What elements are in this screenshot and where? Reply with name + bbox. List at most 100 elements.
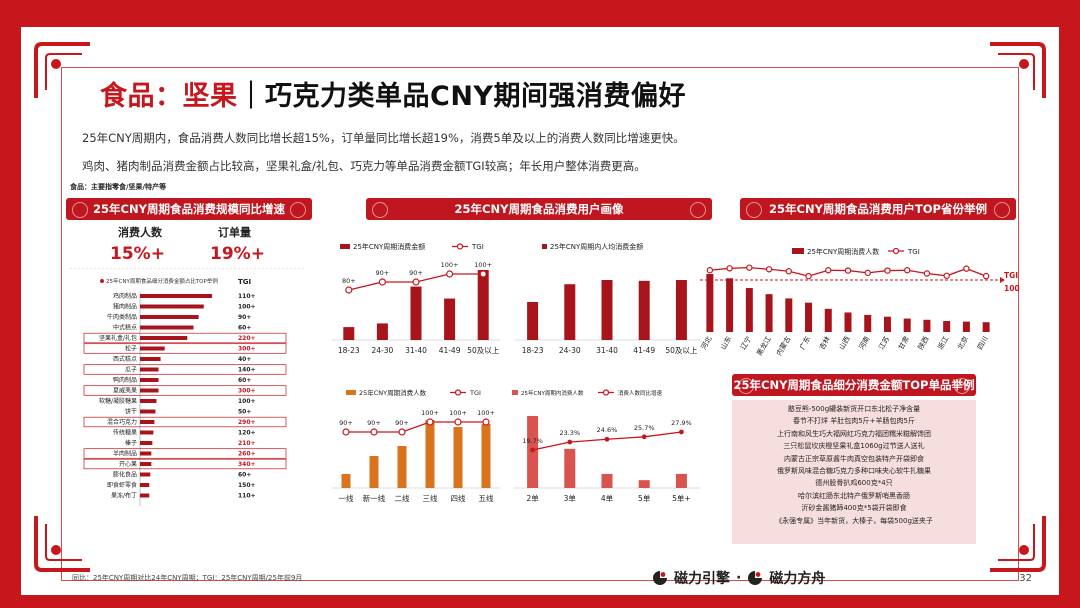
brand-logos: 磁力引擎 · 磁力方舟 <box>652 568 825 588</box>
tgi-point <box>923 270 931 277</box>
x-tick-label: 内蒙古 <box>774 335 792 358</box>
toplist-item: 三只松鼠坎庆橙坚果礼盒1060g过节送人送礼 <box>783 442 925 451</box>
province-bar <box>923 319 931 332</box>
bar <box>397 446 407 488</box>
highlight-box <box>83 448 287 459</box>
bar <box>564 448 576 488</box>
x-tick-label: 5单+ <box>672 493 691 503</box>
bar <box>638 280 650 340</box>
chart-category-share: 25年CNY周期食品细分消费金额占比TOP举例 TGI 鸡肉制品 110+ 猪肉制品 10… <box>70 268 306 506</box>
tgi-point <box>903 267 911 274</box>
bar <box>341 474 351 488</box>
line-point <box>530 447 536 453</box>
line-point-label: 100+ <box>477 409 495 417</box>
category-bar <box>140 357 161 361</box>
bar <box>444 298 456 340</box>
tgi-reference-value: 100 <box>1004 284 1020 293</box>
brand-separator: · <box>736 570 742 586</box>
tgi-point <box>805 272 812 280</box>
province-bar <box>745 288 753 332</box>
bar <box>638 480 650 488</box>
brand-logo-icon <box>653 571 667 585</box>
line-point-label: 90+ <box>367 419 381 427</box>
category-bar <box>140 388 159 393</box>
x-tick-label: 31-40 <box>596 346 618 355</box>
x-tick-label: 50及以上 <box>665 346 698 355</box>
brand-name-1: 磁力引擎 <box>674 571 730 587</box>
tgi-value: 210+ <box>238 440 256 447</box>
bar <box>564 284 576 340</box>
legend-swatch-bar <box>512 390 518 395</box>
bar <box>376 323 388 340</box>
province-bar <box>962 321 970 332</box>
line-point <box>445 270 454 278</box>
x-tick-label: 五线 <box>479 493 494 503</box>
toplist-item: 《永强专属》当年新货，大榛子，每袋500g送夹子 <box>775 516 933 525</box>
category-label: 西式糕点 <box>113 355 137 363</box>
chart-age-amount: 25年CNY周期消费金额 TGI 18-23 24-30 31-40 41-49 50及以上… <box>332 242 500 355</box>
tgi-point <box>884 267 891 274</box>
kpi-value-consumers: 15%+ <box>110 244 165 264</box>
line-point <box>482 418 490 426</box>
x-tick-label: 三线 <box>423 493 438 503</box>
legend-label: 消费人数同比增速 <box>618 389 663 397</box>
tgi-value: 140+ <box>238 367 256 374</box>
category-label: 猪肉制品 <box>113 303 137 311</box>
province-bar <box>805 302 813 332</box>
description-line-1: 25年CNY周期内，食品消费人数同比增长超15%，订单量同比增长超19%，消费5… <box>82 131 685 145</box>
highlight-box <box>83 416 287 428</box>
x-tick-label: 河北 <box>700 335 714 351</box>
x-tick-label: 二线 <box>395 493 410 503</box>
tgi-header: TGI <box>238 278 251 286</box>
title-prefix: 食品：坚果 <box>100 81 238 112</box>
x-tick-label: 江苏 <box>876 335 891 352</box>
category-bar <box>140 409 156 414</box>
category-bar <box>140 336 188 340</box>
x-tick-label: 浙江 <box>936 335 951 352</box>
province-bar <box>982 322 990 332</box>
highlight-box <box>83 364 287 375</box>
category-label: 羊肉制品 <box>113 450 137 458</box>
x-tick-label: 41-49 <box>439 346 461 355</box>
line-point-label: 90+ <box>376 269 390 277</box>
inner-border <box>61 67 1019 581</box>
line-point-label: 100+ <box>449 409 467 417</box>
tgi-value: 50+ <box>238 409 251 416</box>
category-label: 软糖/凝胶糖果 <box>99 397 137 405</box>
tgi-value: 340+ <box>238 461 256 468</box>
tgi-point <box>726 265 733 272</box>
toplist-item: 上行南和风生巧大福网红巧克力福团糯米糍解馋团 <box>777 429 931 438</box>
tgi-value: 110+ <box>238 493 256 500</box>
category-bar <box>140 315 199 319</box>
category-bar <box>140 304 204 309</box>
x-tick-label: 吉林 <box>817 335 832 352</box>
category-label: 饼干 <box>125 408 137 416</box>
toplist-item: 内蒙古正宗草原酱牛肉真空包装特产开袋即食 <box>784 454 924 463</box>
brand-name-2: 磁力方舟 <box>769 571 826 587</box>
x-tick-label: 2单 <box>526 493 539 503</box>
line-point-label: 23.3% <box>559 429 580 437</box>
legend-swatch-bar <box>340 244 350 249</box>
category-label: 瓜子 <box>125 367 137 374</box>
section-title-portrait: 25年CNY周期食品消费用户画像 <box>366 198 712 220</box>
source-note: 食品：主要指零食/坚果/特产等 <box>70 183 167 191</box>
corner-ornament-top-right <box>990 42 1046 98</box>
legend-swatch-dot <box>892 247 900 255</box>
x-tick-label: 24-30 <box>372 346 394 355</box>
line-point-label: 25.7% <box>634 424 655 432</box>
corner-ornament-bottom-left <box>34 516 90 572</box>
legend-label: TGI <box>907 248 920 256</box>
line-point <box>412 278 420 286</box>
category-label: 鸭肉制品 <box>113 376 137 384</box>
chart-province: 25年CNY周期消费人数 TGI TGI 100 河北 山东 辽宁 黑龙江 内蒙古 广东 吉林 山西河… <box>700 247 1020 358</box>
tgi-value: 100+ <box>238 304 256 311</box>
category-label: 中式糕点 <box>113 324 137 332</box>
tgi-point <box>943 272 950 279</box>
toplist-item: 春节不打烊 羊肚包肉5斤+羊肠包肉5斤 <box>793 417 915 426</box>
toplist-panel <box>732 400 976 544</box>
toplist-item: 哈尔滨红肠东北特产俄罗斯哨黑香肠 <box>798 491 910 500</box>
category-bar <box>140 430 154 435</box>
category-bar <box>140 462 152 466</box>
province-bar <box>864 314 872 332</box>
x-tick-label: 广东 <box>797 335 812 352</box>
